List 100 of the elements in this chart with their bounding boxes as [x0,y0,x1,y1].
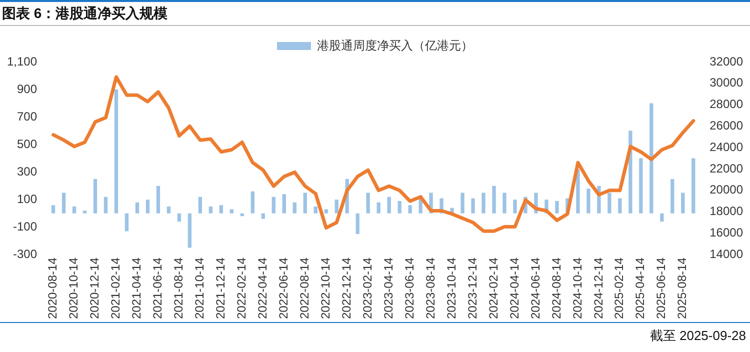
bar [398,200,402,214]
x-tick-label: 2022-08-14 [297,257,312,320]
x-tick-label: 2022-10-14 [318,257,332,320]
y2-tick-label: 32000 [710,54,744,68]
bar [230,209,234,214]
y2-tick-label: 26000 [710,118,744,133]
y2-tick-label: 22000 [710,161,744,176]
bar [208,206,213,214]
bar [51,205,56,214]
x-tick-label: 2023-06-14 [402,257,416,320]
text: 截至 2025-09-28 [650,328,746,343]
bar [502,192,506,214]
x-tick-label: 2021-04-14 [130,257,144,320]
bar [334,200,338,214]
x-tick-label: 2021-10-14 [192,257,206,320]
y-tick-label: 900 [17,82,38,96]
bar [166,206,171,214]
bar [366,192,370,214]
bar [324,209,328,214]
x-tick-label: 2021-08-14 [172,257,186,320]
x-tick-label: 2021-02-14 [108,257,123,320]
bar [104,196,108,214]
y-tick-label: -100 [13,219,38,234]
bar [292,202,296,214]
bar [198,196,202,214]
x-tick-label: 2022-06-14 [276,257,290,320]
bar [670,178,674,214]
x-tick-label: 2020-10-14 [66,257,81,320]
y-tick-label: 300 [17,164,38,178]
bar [681,192,685,214]
y-tick-label: 100 [17,192,38,206]
bar [261,213,265,219]
x-tick-label: 2025-08-14 [675,257,690,320]
bar [618,198,622,214]
x-tick-label: 2025-04-14 [633,257,648,320]
bar [177,213,182,222]
y-tick-label: 700 [17,109,38,124]
bar [188,213,192,248]
bar [492,186,496,214]
bar [282,194,286,214]
bar [314,206,318,214]
bar [135,202,140,214]
bar [608,192,612,214]
bar [156,186,160,214]
x-tick-label: 2024-10-14 [570,257,584,320]
x-tick-label: 2023-04-14 [381,257,396,320]
bar [692,158,696,214]
bar [586,188,590,214]
legend-label: 港股通周度净买入（亿港元） [317,38,473,52]
bar [72,206,76,214]
x-tick-label: 2020-08-14 [46,257,60,320]
x-tick-label: 2021-06-14 [150,257,165,320]
bar [114,90,118,214]
y2-tick-label: 16000 [710,226,744,240]
y-tick-label: -300 [13,246,38,261]
y2-tick-label: 28000 [710,97,744,112]
bar [250,191,254,214]
x-tick-label: 2022-12-14 [339,257,354,320]
bar [639,158,643,214]
y-tick-label: 1,100 [7,54,38,68]
x-tick-label: 2023-08-14 [423,257,438,320]
chart-title: 图表 6：港股通净买入规模 [0,0,750,26]
bar [124,213,129,232]
bar [376,202,380,214]
x-tick-label: 2021-12-14 [213,257,228,320]
bar [555,200,559,214]
x-tick-label: 2025-02-14 [612,257,626,320]
bar [513,200,517,214]
x-tick-label: 2022-04-14 [255,257,270,320]
y2-tick-label: 18000 [710,204,744,218]
x-tick-label: 2025-06-14 [654,257,668,320]
bar [576,169,580,214]
y2-tick-label: 24000 [710,140,744,154]
bar [356,213,360,234]
bar [408,205,412,214]
bar [303,192,307,214]
y2-tick-label: 14000 [710,246,744,261]
x-tick-label: 2020-12-14 [88,257,102,320]
y-tick-label: 500 [17,136,38,151]
x-tick-label: 2024-08-14 [549,257,564,320]
bar [219,205,224,214]
x-tick-label: 2024-12-14 [591,257,606,320]
x-tick-label: 2023-12-14 [465,257,480,320]
x-tick-label: 2024-04-14 [507,257,522,320]
bar [82,210,87,214]
y2-tick-label: 30000 [710,76,744,90]
bar [460,192,464,214]
x-tick-label: 2022-02-14 [234,257,248,320]
bar [62,192,66,214]
bar [650,103,654,214]
bar [471,198,475,214]
x-tick-label: 2024-06-14 [528,257,542,320]
x-tick-label: 2023-02-14 [360,257,374,320]
bar [660,213,664,222]
y2-tick-label: 20000 [710,182,744,197]
bar [146,200,150,214]
bar [272,196,276,214]
bar [93,178,98,214]
bar [387,196,391,214]
bar [482,192,486,214]
